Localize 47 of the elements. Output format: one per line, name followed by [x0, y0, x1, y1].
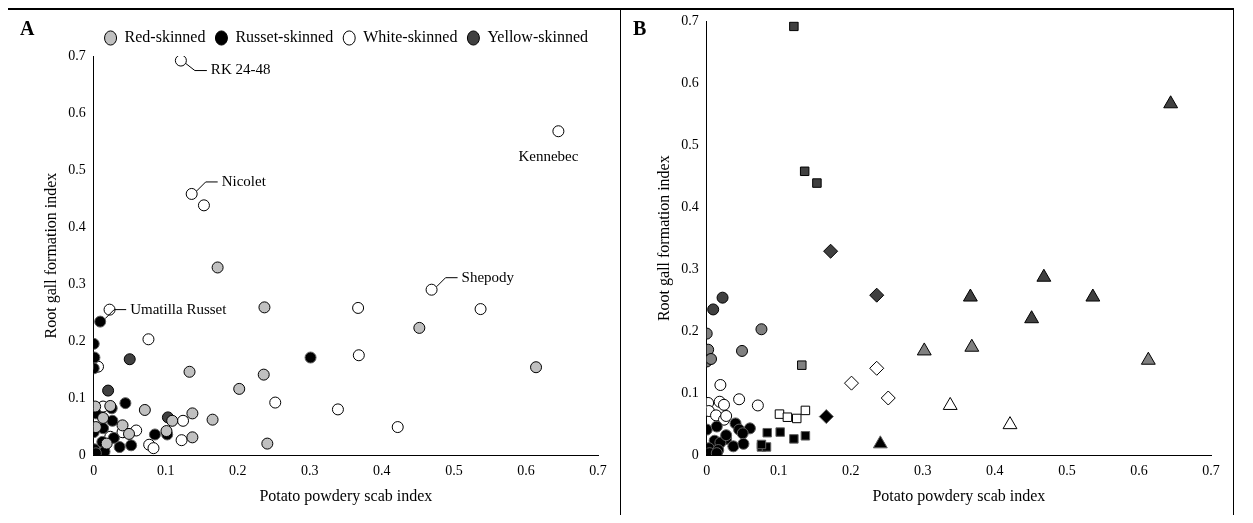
y-tick-label: 0.6: [68, 104, 86, 120]
annotation: Nicolet: [221, 172, 267, 189]
annotation: Umatilla Russet: [130, 300, 228, 317]
y-tick-label: 0.7: [681, 13, 699, 29]
x-tick-label: 0.7: [1202, 463, 1220, 479]
x-axis-title: Potato powdery scab index: [872, 486, 1046, 505]
x-tick-label: 0.1: [156, 463, 175, 479]
y-tick-label: 0.2: [68, 332, 86, 348]
x-axis-title: Potato powdery scab index: [259, 486, 433, 505]
x-tick-label: 0.6: [517, 463, 535, 479]
x-tick-label: 0.7: [589, 463, 607, 479]
annotation: Shepody: [461, 268, 515, 285]
annotation: RK 24-48: [210, 61, 271, 78]
x-tick-label: 0.2: [842, 463, 860, 479]
x-tick-label: 0.1: [769, 463, 788, 479]
legend-label: Yellow-skinned: [487, 28, 589, 46]
x-tick-label: 0.4: [986, 463, 1004, 479]
legend-label: Russet-skinned: [235, 28, 334, 46]
y-tick-label: 0.6: [681, 75, 699, 91]
y-tick-label: 0.3: [681, 260, 699, 276]
text: A: [20, 17, 35, 40]
y-tick-label: 0: [691, 446, 699, 462]
x-tick-label: 0.3: [301, 463, 319, 479]
annotation: Kennebec: [518, 148, 579, 165]
y-tick-label: 0.4: [681, 198, 699, 214]
y-tick-label: 0.1: [681, 384, 699, 400]
y-tick-label: 0.7: [68, 47, 86, 63]
x-tick-label: 0.3: [914, 463, 932, 479]
text: B: [633, 17, 647, 40]
y-axis-title: Root gall formation index: [41, 172, 60, 339]
x-tick-label: 0: [90, 463, 98, 479]
y-tick-label: 0.1: [68, 389, 86, 405]
y-tick-label: 0.4: [68, 218, 86, 234]
y-tick-label: 0.5: [681, 136, 699, 152]
y-tick-label: 0: [78, 446, 86, 462]
y-tick-label: 0.2: [681, 322, 699, 338]
x-tick-label: 0.4: [373, 463, 391, 479]
x-tick-label: 0.5: [1058, 463, 1076, 479]
x-tick-label: 0: [703, 463, 711, 479]
x-tick-label: 0.5: [445, 463, 463, 479]
y-tick-label: 0.3: [68, 275, 86, 291]
legend-label: White-skinned: [363, 28, 458, 46]
x-tick-label: 0.6: [1130, 463, 1148, 479]
y-tick-label: 0.5: [68, 161, 86, 177]
x-tick-label: 0.2: [229, 463, 247, 479]
y-axis-title: Root gall formation index: [654, 155, 673, 322]
legend-label: Red-skinned: [124, 28, 206, 46]
